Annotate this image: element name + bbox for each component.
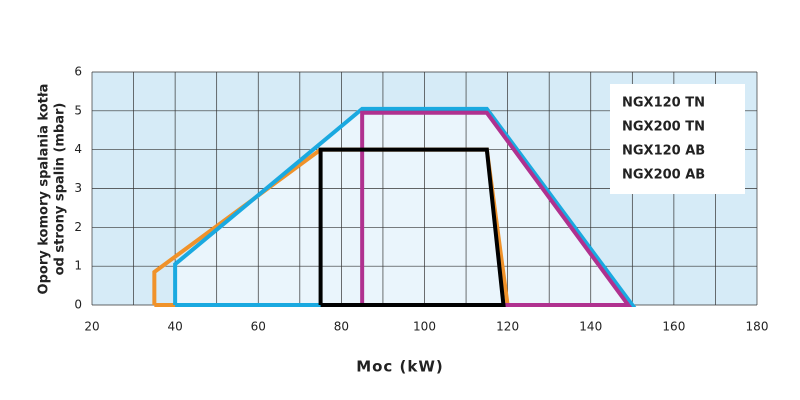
y-axis-label: Opory komory spalania kotła	[37, 84, 52, 295]
x-tick-label: 20	[84, 320, 99, 334]
y-tick-label: 0	[74, 298, 82, 312]
x-tick-label: 60	[251, 320, 266, 334]
legend-entry: NGX200 AB	[622, 168, 705, 183]
series-outline	[360, 110, 633, 307]
x-tick-label: 40	[167, 320, 182, 334]
legend-entry: NGX120 AB	[622, 144, 705, 159]
y-tick-label: 4	[74, 142, 82, 156]
x-axis-label: Moc (kW)	[356, 358, 444, 376]
y-axis-label: od strony spalin (mbar)	[53, 103, 68, 276]
x-tick-label: 80	[334, 320, 349, 334]
x-tick-label: 100	[413, 320, 436, 334]
x-tick-label: 120	[496, 320, 519, 334]
y-tick-label: 2	[74, 220, 82, 234]
y-tick-label: 5	[74, 103, 82, 117]
legend-entry: NGX120 TN	[622, 96, 705, 111]
x-tick-label: 180	[746, 320, 769, 334]
y-tick-label: 6	[74, 65, 82, 79]
legend-box	[610, 84, 745, 194]
y-tick-label: 1	[74, 259, 82, 273]
x-tick-label: 160	[662, 320, 685, 334]
x-tick-label: 140	[579, 320, 602, 334]
series-outline	[318, 147, 506, 307]
legend-entry: NGX200 TN	[622, 120, 705, 135]
y-tick-label: 3	[74, 181, 82, 195]
